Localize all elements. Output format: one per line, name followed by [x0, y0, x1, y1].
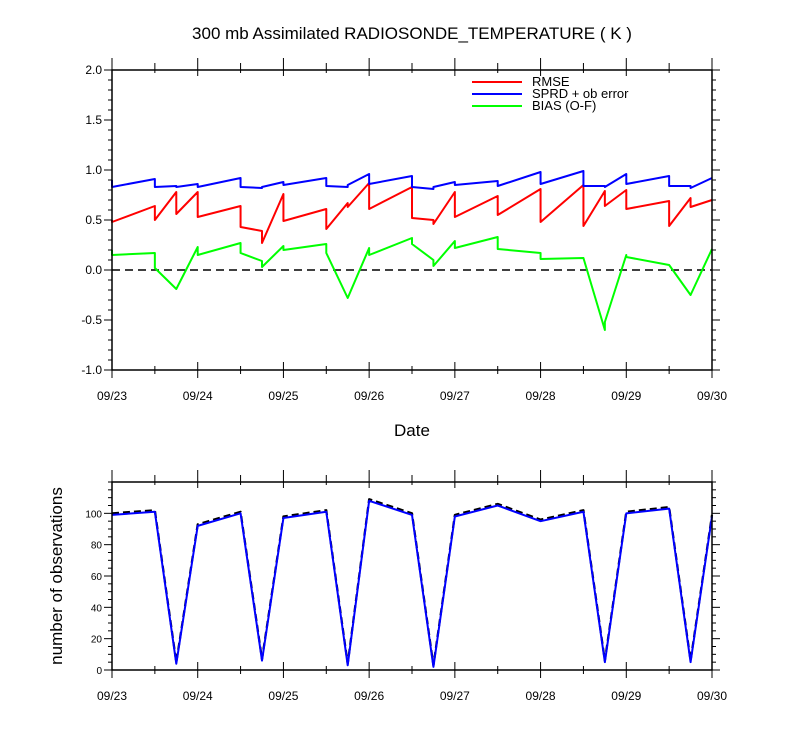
top-ytick-label: 2.0 [85, 63, 102, 77]
bottom-series-observations-possible [111, 499, 713, 668]
bottom-xtick-label: 09/28 [526, 689, 556, 703]
bottom-xtick-label: 09/26 [354, 689, 384, 703]
top-panel: 300 mb Assimilated RADIOSONDE_TEMPERATUR… [81, 24, 727, 440]
bottom-ytick-label: 40 [91, 603, 103, 614]
bottom-panel: 0 20 40 60 80 100 09/23 09/24 09/25 09/26 09/27 09/… [47, 470, 727, 703]
bottom-ytick-label: 60 [91, 572, 103, 583]
legend-label-sprd-ob-error: SPRD + ob error [532, 86, 629, 101]
bottom-xtick-label: 09/25 [268, 689, 298, 703]
top-xtick-label: 09/25 [268, 389, 298, 403]
legend-label-rmse: RMSE [532, 74, 570, 89]
top-series-rmse [111, 182, 713, 244]
top-xtick-label: 09/30 [697, 389, 727, 403]
bottom-ytick-label: 0 [96, 666, 102, 677]
top-xtick-label: 09/26 [354, 389, 384, 403]
top-xtick-label: 09/27 [440, 389, 470, 403]
top-ytick-label: 0.0 [85, 263, 102, 277]
bottom-xtick-label: 09/23 [97, 689, 127, 703]
bottom-plot-frame [111, 481, 713, 671]
top-ticks-group: -1.0 -0.5 0.0 0.5 1.0 1.5 2.0 09/23 09/24 09/25 09… [81, 58, 727, 403]
top-xtick-label: 09/28 [526, 389, 556, 403]
y-axis-title-bottom: number of observations [47, 487, 66, 665]
top-ytick-label: 1.5 [85, 113, 102, 127]
bottom-xtick-label: 09/27 [440, 689, 470, 703]
bottom-xtick-label: 09/29 [611, 689, 641, 703]
top-xtick-label: 09/23 [97, 389, 127, 403]
bottom-ytick-label: 20 [91, 635, 103, 646]
top-xtick-label: 09/24 [183, 389, 213, 403]
bottom-series-group [111, 498, 714, 668]
x-axis-title: Date [394, 421, 430, 440]
bottom-ytick-label: 80 [91, 541, 103, 552]
top-series-group [111, 170, 713, 331]
bottom-xtick-label: 09/24 [183, 689, 213, 703]
top-ytick-label: 0.5 [85, 213, 102, 227]
top-series-bias-o-f [111, 236, 713, 331]
top-ytick-label: -0.5 [81, 313, 102, 327]
top-xtick-label: 09/29 [611, 389, 641, 403]
bottom-ticks-group: 0 20 40 60 80 100 09/23 09/24 09/25 09/26 09/27 09/… [85, 470, 727, 703]
top-ytick-label: -1.0 [81, 363, 102, 377]
top-series-sprd-ob-error [111, 170, 713, 190]
bottom-ytick-label: 100 [85, 509, 102, 520]
chart-title: 300 mb Assimilated RADIOSONDE_TEMPERATUR… [192, 24, 632, 43]
top-ytick-label: 1.0 [85, 163, 102, 177]
top-plot-frame [111, 69, 713, 371]
legend-label-bias-o-f: BIAS (O-F) [532, 98, 596, 113]
bottom-xtick-label: 09/30 [697, 689, 727, 703]
